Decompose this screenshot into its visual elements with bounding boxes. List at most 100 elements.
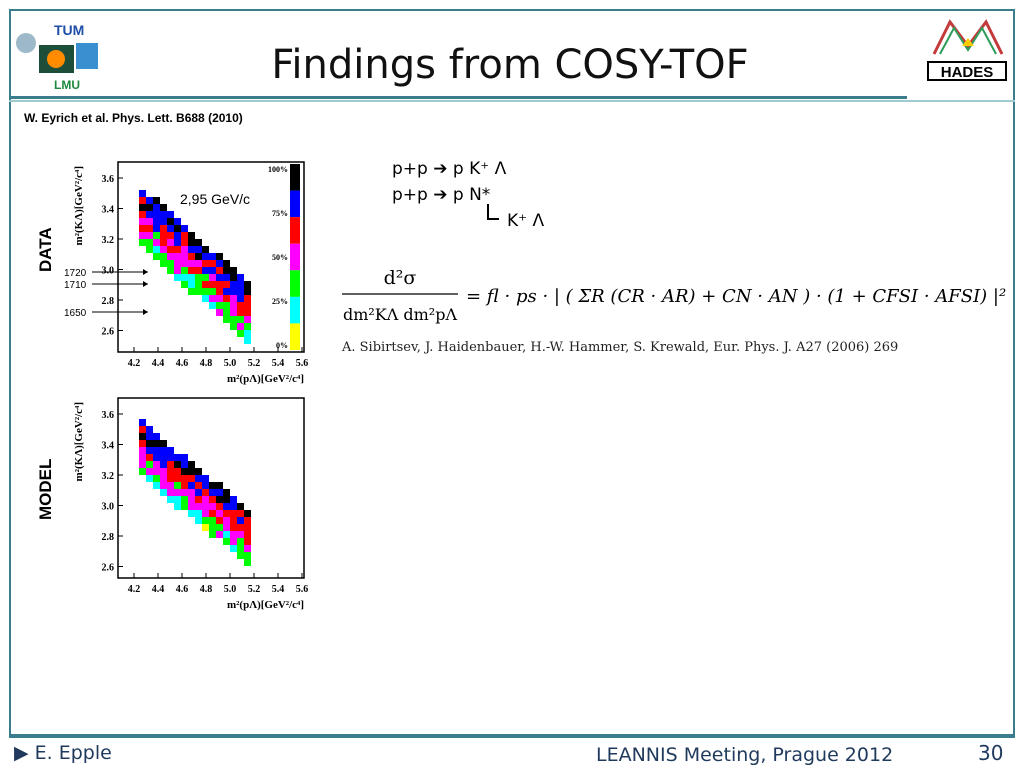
dalitz-cell	[195, 475, 202, 482]
dalitz-cell	[181, 253, 188, 260]
dalitz-cell	[244, 552, 251, 559]
dalitz-cell	[146, 246, 153, 253]
y-axis-label: m²(KΛ)[GeV²/c⁴]	[73, 402, 85, 481]
dalitz-cell	[237, 503, 244, 510]
dalitz-cell	[153, 197, 160, 204]
dalitz-cell	[230, 274, 237, 281]
y-tick-label: 3.0	[102, 266, 115, 277]
dalitz-cell	[237, 274, 244, 281]
dalitz-cell	[216, 510, 223, 517]
dalitz-cell	[223, 281, 230, 288]
dalitz-cell	[244, 517, 251, 524]
colorbar-segment	[290, 296, 300, 324]
dalitz-cell	[244, 559, 251, 566]
x-tick-label: 4.6	[176, 358, 189, 369]
y-tick-label: 3.2	[102, 235, 115, 246]
dalitz-cell	[174, 461, 181, 468]
dalitz-cell	[230, 524, 237, 531]
dalitz-cell	[237, 323, 244, 330]
dalitz-cell	[167, 267, 174, 274]
dalitz-cell	[153, 246, 160, 253]
dalitz-cell	[223, 517, 230, 524]
dalitz-cell	[160, 468, 167, 475]
dalitz-cell	[167, 496, 174, 503]
colorbar-segment	[290, 323, 300, 350]
arrow-head-icon	[143, 269, 148, 275]
data-dalitz-plot: 4.2 4.4 4.6 4.8 5.0 5.2 5.4 5.6 3.6 3.4 3.2 3.0 2.8 2…	[64, 161, 308, 385]
reaction-decay: K⁺ Λ	[487, 204, 601, 234]
dalitz-cell	[237, 545, 244, 552]
dalitz-cell	[237, 309, 244, 316]
dalitz-cell	[216, 288, 223, 295]
dalitz-cell	[188, 288, 195, 295]
dalitz-cell	[195, 496, 202, 503]
model-dalitz-plot: 4.2 4.4 4.6 4.8 5.0 5.2 5.4 5.6 3.6 3.4 3.2 3.0 2.8 2…	[73, 397, 308, 611]
dalitz-cell	[188, 496, 195, 503]
dalitz-cell	[223, 538, 230, 545]
dalitz-cell	[160, 218, 167, 225]
title-rule-light	[9, 100, 1015, 102]
dalitz-cell	[160, 482, 167, 489]
dalitz-cell	[181, 503, 188, 510]
dalitz-cell	[195, 510, 202, 517]
dalitz-cell	[223, 288, 230, 295]
colorbar-segment	[290, 190, 300, 218]
dalitz-cell	[188, 260, 195, 267]
dalitz-cell	[181, 496, 188, 503]
dalitz-cell	[167, 461, 174, 468]
y-tick-label: 3.6	[102, 410, 115, 421]
dalitz-cell	[230, 545, 237, 552]
dalitz-cell	[202, 246, 209, 253]
dalitz-cell	[230, 316, 237, 323]
esf-icon	[76, 43, 98, 69]
dalitz-cell	[188, 468, 195, 475]
dalitz-cell	[146, 454, 153, 461]
dalitz-cell	[237, 288, 244, 295]
footer-rule	[9, 736, 1015, 738]
dalitz-cell	[174, 239, 181, 246]
dalitz-cell	[146, 239, 153, 246]
dalitz-cell	[188, 482, 195, 489]
x-tick-label: 4.2	[128, 358, 141, 369]
dalitz-cell	[153, 225, 160, 232]
colorbar-segment	[290, 164, 300, 191]
dalitz-cell	[139, 447, 146, 454]
dalitz-cell	[181, 239, 188, 246]
dalitz-cell	[181, 281, 188, 288]
colorbar-segment	[290, 217, 300, 244]
dalitz-cell	[146, 433, 153, 440]
dalitz-cell	[167, 468, 174, 475]
x-tick-label: 5.0	[224, 358, 237, 369]
formula-denominator: dm²KΛ dm²pΛ	[343, 305, 457, 324]
dalitz-cell	[174, 468, 181, 475]
dalitz-cell	[195, 274, 202, 281]
dalitz-cell	[202, 295, 209, 302]
dalitz-cell	[160, 211, 167, 218]
dalitz-cell	[146, 204, 153, 211]
dalitz-cell	[209, 496, 216, 503]
dalitz-cell	[167, 475, 174, 482]
dalitz-cell	[188, 475, 195, 482]
dalitz-cell	[230, 281, 237, 288]
dalitz-cell	[202, 510, 209, 517]
dalitz-cell	[167, 253, 174, 260]
dalitz-cell	[146, 440, 153, 447]
speaker-icon: ▶	[14, 742, 29, 764]
dalitz-cell	[139, 468, 146, 475]
arrow-head-icon	[143, 281, 148, 287]
dalitz-cell	[209, 281, 216, 288]
dalitz-cell	[209, 302, 216, 309]
x-tick-label: 5.4	[272, 584, 285, 595]
x-tick-label: 5.2	[248, 584, 261, 595]
dalitz-cell	[230, 496, 237, 503]
dalitz-cell	[195, 239, 202, 246]
dalitz-cell	[195, 482, 202, 489]
dalitz-cell	[181, 260, 188, 267]
y-tick-label: 3.0	[102, 502, 115, 513]
dalitz-cell	[167, 489, 174, 496]
reaction-decay-products: K⁺ Λ	[507, 211, 545, 231]
dalitz-cell	[202, 274, 209, 281]
dalitz-cell	[216, 531, 223, 538]
dalitz-cell	[174, 267, 181, 274]
dalitz-cell	[160, 260, 167, 267]
